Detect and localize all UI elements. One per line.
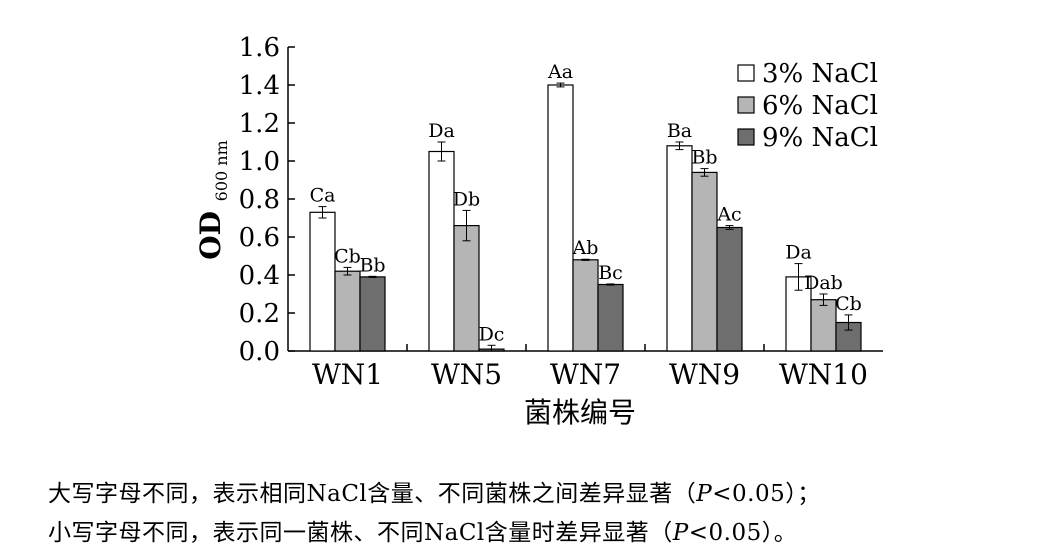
significance-note-lowercase: 小写字母不同，表示同一菌株、不同NaCl含量时差异显著（P<0.05）。 <box>48 513 797 547</box>
data-label: Da <box>428 120 455 142</box>
bar <box>334 270 361 352</box>
x-tick-label: WN5 <box>431 358 502 391</box>
bar <box>309 211 336 352</box>
data-label: Ba <box>667 120 692 142</box>
data-label: Bc <box>598 262 623 284</box>
x-tick-label: WN1 <box>312 358 383 391</box>
bar <box>716 226 743 352</box>
data-label: Da <box>785 242 812 264</box>
bar <box>691 171 718 352</box>
bar <box>597 283 624 352</box>
note2-p: P <box>672 520 689 546</box>
bar <box>547 84 574 352</box>
data-label: Bb <box>691 147 717 169</box>
note1-p: P <box>696 481 713 507</box>
bar <box>359 276 386 352</box>
data-label: Cb <box>334 245 361 267</box>
x-tick-label: WN7 <box>550 358 621 391</box>
data-label: Dab <box>804 272 843 294</box>
legend-label: 6% NaCl <box>762 91 878 121</box>
y-axis-label-sub: 600 nm <box>212 140 231 201</box>
chart-axes: 0.0 0.2 0.4 0.6 0.8 1.0 1.2 1.4 1.6 WN1 WN5 WN7 WN9 W… <box>239 33 883 391</box>
data-label: Bb <box>359 254 385 276</box>
legend-label: 3% NaCl <box>762 59 878 89</box>
x-axis-label: 菌株编号 <box>524 396 636 429</box>
bar <box>810 299 837 352</box>
y-tick-label: 0.4 <box>239 261 280 291</box>
bar <box>428 150 455 352</box>
data-label: Dc <box>479 323 505 345</box>
y-tick-label: 1.0 <box>239 147 280 177</box>
bar <box>453 225 480 352</box>
note2-text: 小写字母不同，表示同一菌株、不同NaCl含量时差异显著（ <box>48 520 673 546</box>
y-tick-label: 0.0 <box>239 337 280 367</box>
y-tick-label: 1.6 <box>239 33 280 63</box>
y-tick-label: 0.8 <box>239 185 280 215</box>
data-label: Aa <box>547 61 573 83</box>
legend-swatch <box>737 128 755 146</box>
note1-end: <0.05）； <box>712 481 821 507</box>
bar <box>785 276 812 352</box>
data-label: Cb <box>835 293 862 315</box>
significance-note-uppercase: 大写字母不同，表示相同NaCl含量、不同菌株之间差异显著（P<0.05）； <box>48 474 821 508</box>
bar <box>666 145 693 352</box>
y-tick-label: 1.4 <box>239 71 280 101</box>
y-tick-label: 0.6 <box>239 223 280 253</box>
data-label: Ca <box>310 185 336 207</box>
note1-text: 大写字母不同，表示相同NaCl含量、不同菌株之间差异显著（ <box>48 481 697 507</box>
data-label: Ab <box>572 237 599 259</box>
data-label: Db <box>453 188 480 210</box>
bar-chart: 0.0 0.2 0.4 0.6 0.8 1.0 1.2 1.4 1.6 WN1 WN5 WN7 WN9 W… <box>194 33 883 429</box>
bar <box>572 259 599 352</box>
data-label: Ac <box>716 204 741 226</box>
y-tick-label: 1.2 <box>239 109 280 139</box>
x-tick-label: WN10 <box>779 358 868 391</box>
note2-end: <0.05）。 <box>688 520 798 546</box>
y-tick-label: 0.2 <box>239 299 280 329</box>
legend-label: 9% NaCl <box>762 123 878 153</box>
legend-swatch <box>737 96 755 114</box>
y-axis-label-main: OD <box>194 211 227 260</box>
legend-swatch <box>737 64 755 82</box>
x-tick-label: WN9 <box>669 358 740 391</box>
y-axis-label: OD 600 nm <box>194 140 231 260</box>
